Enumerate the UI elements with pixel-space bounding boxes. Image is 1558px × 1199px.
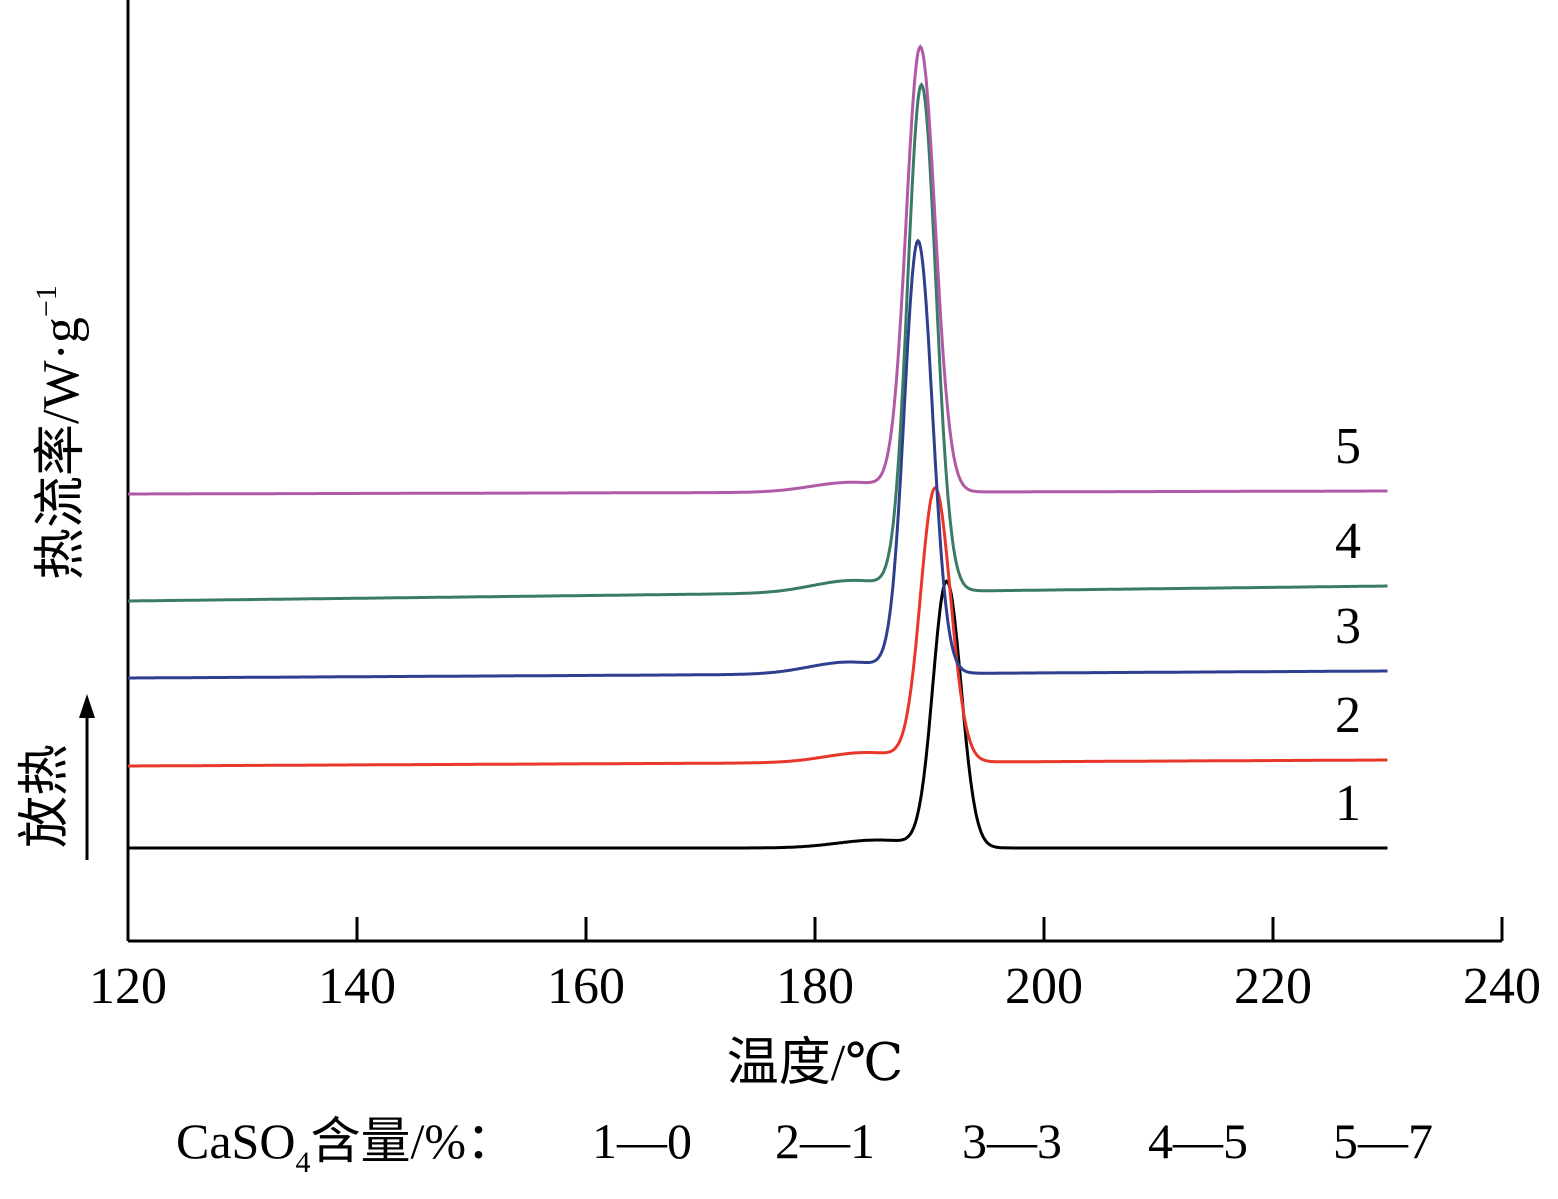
- dsc-curve-2: [128, 485, 1388, 768]
- x-ticks: [126, 917, 1504, 941]
- y-axis-label: 热流率/W·g: [33, 317, 90, 580]
- legend-prefix: CaSO: [176, 1113, 295, 1169]
- dsc-curve-4: [128, 82, 1388, 603]
- legend-entry: 5—7: [1333, 1113, 1433, 1169]
- x-tick-label: 240: [1463, 958, 1541, 1015]
- x-tick-label: 140: [318, 958, 396, 1015]
- svg-text:热流率/W·g−1: 热流率/W·g−1: [30, 285, 90, 580]
- legend-entry: 1—0: [592, 1113, 692, 1169]
- legend-entry: 2—1: [775, 1113, 875, 1169]
- x-tick-label: 180: [776, 958, 854, 1015]
- dsc-curve-5: [128, 44, 1388, 496]
- curve-label-4: 4: [1335, 513, 1361, 570]
- dsc-curve-3: [128, 238, 1388, 680]
- exo-arrow-head: [79, 694, 95, 718]
- curve-label-3: 3: [1335, 598, 1361, 655]
- exo-label: 放热: [17, 744, 74, 848]
- x-axis-label: 温度/℃: [727, 1035, 904, 1092]
- y-axis-label-group: 热流率/W·g−1: [30, 285, 90, 580]
- x-tick-label: 200: [1005, 958, 1083, 1015]
- x-tick-label: 220: [1234, 958, 1312, 1015]
- curve-label-2: 2: [1335, 687, 1361, 744]
- x-tick-label: 160: [547, 958, 625, 1015]
- curve-labels: 1 2 3 4 5: [1335, 418, 1361, 832]
- exo-label-group: 放热: [17, 744, 74, 848]
- svg-text:CaSO4含量/%：: CaSO4含量/%：: [176, 1113, 516, 1179]
- x-tick-label: 120: [89, 958, 167, 1015]
- curve-label-1: 1: [1335, 775, 1361, 832]
- dsc-curve-1: [128, 579, 1388, 850]
- x-tick-labels: 120 140 160 180 200 220 240: [89, 958, 1541, 1015]
- y-axis-label-exponent: −1: [30, 285, 63, 317]
- dsc-curves: [128, 44, 1388, 850]
- legend-suffix: 含量/%：: [310, 1113, 516, 1169]
- curve-label-5: 5: [1335, 418, 1361, 475]
- legend-entry: 4—5: [1148, 1113, 1248, 1169]
- legend-entry: 3—3: [962, 1113, 1062, 1169]
- legend: CaSO4含量/%： 1—0 2—1 3—3 4—5 5—7: [176, 1113, 1433, 1179]
- legend-prefix-subscript: 4: [295, 1146, 310, 1179]
